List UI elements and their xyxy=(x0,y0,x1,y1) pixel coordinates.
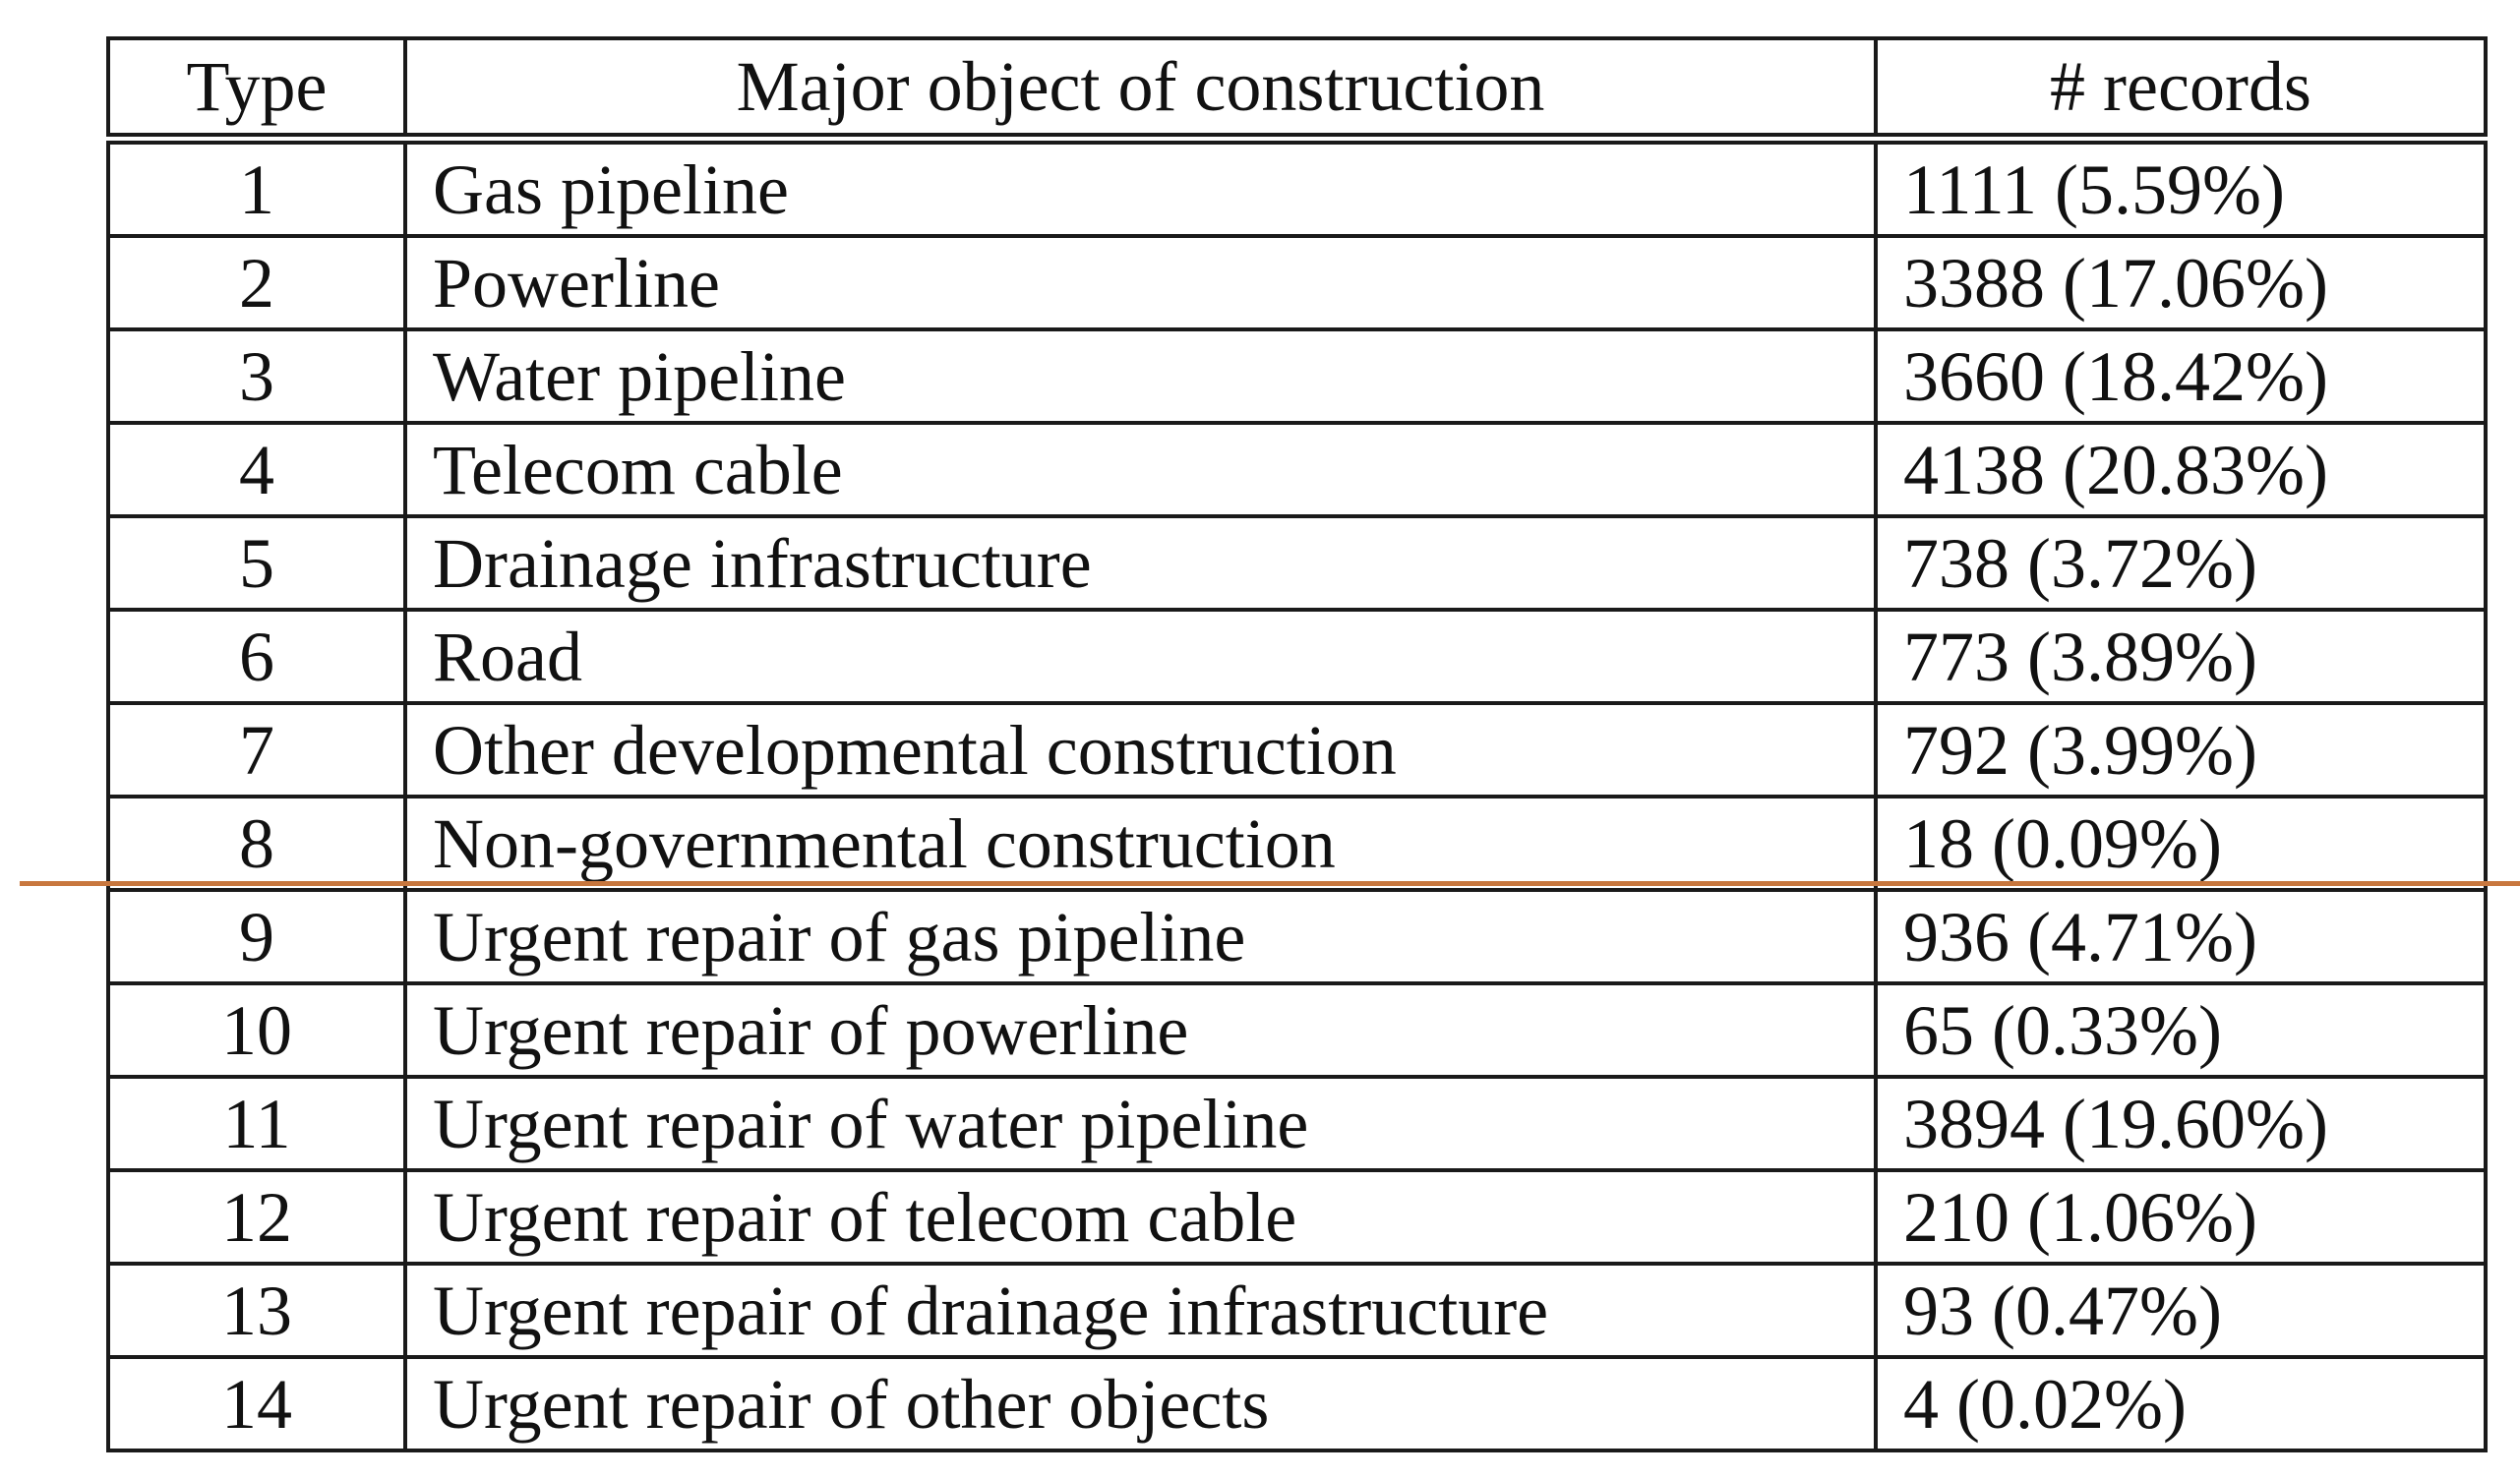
cell-records: 4 (0.02%) xyxy=(1874,1355,2488,1452)
cell-type: 9 xyxy=(106,888,407,985)
cell-records: 93 (0.47%) xyxy=(1874,1262,2488,1359)
cell-records: 792 (3.99%) xyxy=(1874,701,2488,799)
cell-object: Powerline xyxy=(403,234,1878,331)
header-major-object: Major object of construction xyxy=(403,36,1878,145)
table-row: 5 Drainage infrastructure 738 (3.72%) xyxy=(106,514,2488,612)
table-row: 3 Water pipeline 3660 (18.42%) xyxy=(106,327,2488,425)
cell-type: 14 xyxy=(106,1355,407,1452)
header-type: Type xyxy=(106,36,407,145)
table-row: 6 Road 773 (3.89%) xyxy=(106,608,2488,705)
table-row: 13 Urgent repair of drainage infrastruct… xyxy=(106,1262,2488,1359)
cell-object: Drainage infrastructure xyxy=(403,514,1878,612)
table-row: 2 Powerline 3388 (17.06%) xyxy=(106,234,2488,331)
construction-records-table: Type Major object of construction # reco… xyxy=(106,36,2488,1452)
header-records: # records xyxy=(1874,36,2488,145)
cell-object: Urgent repair of drainage infrastructure xyxy=(403,1262,1878,1359)
cell-records: 936 (4.71%) xyxy=(1874,888,2488,985)
cell-records: 3660 (18.42%) xyxy=(1874,327,2488,425)
table-row: 9 Urgent repair of gas pipeline 936 (4.7… xyxy=(106,888,2488,985)
table-row: 1 Gas pipeline 1111 (5.59%) xyxy=(106,137,2488,238)
cell-records: 210 (1.06%) xyxy=(1874,1168,2488,1266)
cell-object: Urgent repair of other objects xyxy=(403,1355,1878,1452)
records-table-container: Type Major object of construction # reco… xyxy=(106,36,2488,1452)
cell-type: 5 xyxy=(106,514,407,612)
table-row: 8 Non-governmental construction 18 (0.09… xyxy=(106,795,2488,892)
table-row: 10 Urgent repair of powerline 65 (0.33%) xyxy=(106,981,2488,1079)
table-row: 11 Urgent repair of water pipeline 3894 … xyxy=(106,1075,2488,1172)
cell-object: Other developmental construction xyxy=(403,701,1878,799)
table-row: 7 Other developmental construction 792 (… xyxy=(106,701,2488,799)
cell-records: 18 (0.09%) xyxy=(1874,795,2488,892)
cell-records: 738 (3.72%) xyxy=(1874,514,2488,612)
cell-type: 12 xyxy=(106,1168,407,1266)
cell-type: 6 xyxy=(106,608,407,705)
cell-type: 10 xyxy=(106,981,407,1079)
table-header-row: Type Major object of construction # reco… xyxy=(106,36,2488,145)
cell-records: 773 (3.89%) xyxy=(1874,608,2488,705)
cell-type: 1 xyxy=(106,137,407,238)
cell-object: Road xyxy=(403,608,1878,705)
cell-records: 4138 (20.83%) xyxy=(1874,421,2488,518)
cell-records: 1111 (5.59%) xyxy=(1874,137,2488,238)
cell-type: 4 xyxy=(106,421,407,518)
cell-type: 13 xyxy=(106,1262,407,1359)
cell-type: 2 xyxy=(106,234,407,331)
cell-object: Urgent repair of gas pipeline xyxy=(403,888,1878,985)
orange-divider-line xyxy=(20,881,2520,886)
cell-object: Water pipeline xyxy=(403,327,1878,425)
cell-type: 11 xyxy=(106,1075,407,1172)
cell-type: 7 xyxy=(106,701,407,799)
cell-type: 8 xyxy=(106,795,407,892)
cell-object: Urgent repair of water pipeline xyxy=(403,1075,1878,1172)
table-row: 12 Urgent repair of telecom cable 210 (1… xyxy=(106,1168,2488,1266)
cell-records: 3894 (19.60%) xyxy=(1874,1075,2488,1172)
cell-type: 3 xyxy=(106,327,407,425)
table-row: 14 Urgent repair of other objects 4 (0.0… xyxy=(106,1355,2488,1452)
cell-object: Urgent repair of powerline xyxy=(403,981,1878,1079)
cell-object: Non-governmental construction xyxy=(403,795,1878,892)
cell-object: Gas pipeline xyxy=(403,137,1878,238)
table-row: 4 Telecom cable 4138 (20.83%) xyxy=(106,421,2488,518)
cell-records: 65 (0.33%) xyxy=(1874,981,2488,1079)
cell-object: Urgent repair of telecom cable xyxy=(403,1168,1878,1266)
cell-object: Telecom cable xyxy=(403,421,1878,518)
cell-records: 3388 (17.06%) xyxy=(1874,234,2488,331)
